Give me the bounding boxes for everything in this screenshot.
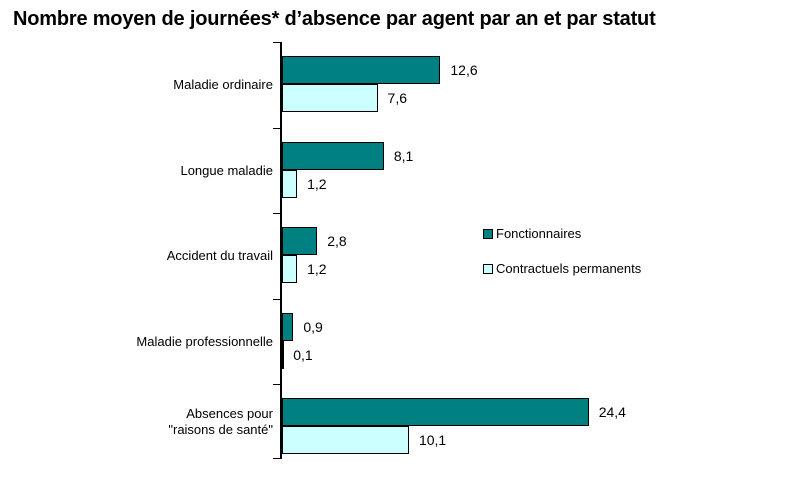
value-label: 2,8 [327,233,347,249]
category-axis-line [280,42,282,459]
axis-tick [273,299,281,300]
bar-series-1 [282,255,298,283]
bar-series-0 [282,227,318,255]
bar-series-0 [282,313,294,341]
bar-series-1 [282,84,378,112]
value-label: 7,6 [387,90,407,106]
value-label: 1,2 [307,176,327,192]
legend: Fonctionnaires Contractuels permanents [483,226,641,296]
category-group: Maladie professionnelle 0,9 0,1 [136,299,761,384]
axis-tick [273,213,281,214]
plot-area: Maladie ordinaire 12,6 7,6 Longue maladie 8,… [136,42,761,459]
bar-series-0 [282,398,589,426]
axis-tick [273,42,281,43]
legend-marker-icon [483,263,493,274]
value-label: 10,1 [418,432,447,448]
value-label: 0,9 [303,319,323,335]
category-label: Longue maladie [180,162,273,178]
axis-tick [273,128,281,129]
legend-label: Contractuels permanents [496,261,642,276]
category-group: Accident du travail 2,8 1,2 [167,213,761,299]
value-label: 8,1 [393,148,414,164]
category-label: Accident du travail [166,248,273,263]
legend-item: Fonctionnaires [483,226,641,241]
category-label: Maladie ordinaire [173,77,273,92]
bar-series-1 [282,341,284,369]
bar-series-0 [282,142,384,170]
value-label: 24,4 [598,404,626,420]
category-group: Absences pour "raisons de santé" 24,4 10,1 [168,384,761,459]
category-label: Absences pour "raisons de santé" [168,405,273,437]
legend-marker-icon [483,228,493,239]
chart-title: Nombre moyen de journées* d’absence par … [13,8,656,30]
value-label: 12,6 [450,62,478,78]
legend-item: Contractuels permanents [483,261,641,276]
axis-tick [273,384,281,385]
category-group: Maladie ordinaire 12,6 7,6 [173,42,761,128]
value-label: 0,1 [293,347,313,363]
legend-label: Fonctionnaires [496,226,582,241]
bar-series-0 [282,56,441,84]
bar-series-1 [282,426,409,454]
category-label: Maladie professionnelle [136,333,273,349]
bar-series-1 [282,170,298,198]
category-group: Longue maladie 8,1 1,2 [180,128,761,213]
value-label: 1,2 [307,261,327,277]
axis-tick [273,458,281,459]
